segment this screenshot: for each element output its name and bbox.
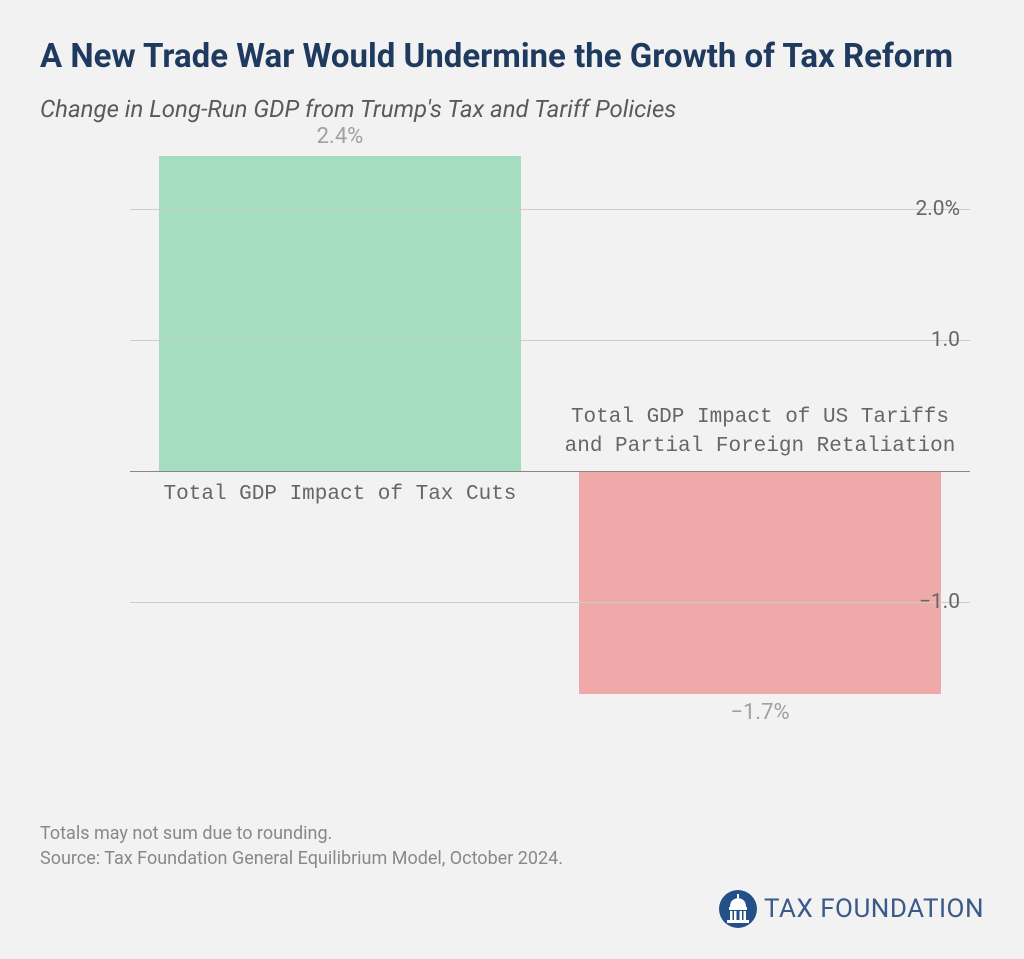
footer-note-2: Source: Tax Foundation General Equilibri… [40, 846, 563, 871]
chart-subtitle: Change in Long-Run GDP from Trump's Tax … [40, 95, 984, 123]
y-axis-label: 2.0% [915, 197, 960, 221]
grid-line [130, 340, 970, 341]
grid-line [130, 209, 970, 210]
bar-value-label: −1.7% [579, 700, 940, 725]
y-axis-label: −1.0 [919, 590, 960, 614]
capitol-icon [718, 889, 758, 929]
bar-category-label: Total GDP Impact of US Tariffs and Parti… [554, 404, 966, 461]
chart-title: A New Trade War Would Undermine the Grow… [40, 36, 984, 77]
grid-line [130, 602, 970, 603]
logo-text: TAX FOUNDATION [764, 894, 984, 924]
bar-value-label: 2.4% [159, 124, 520, 149]
footer-note-1: Totals may not sum due to rounding. [40, 821, 563, 846]
zero-line [130, 471, 970, 472]
logo: TAX FOUNDATION [718, 889, 984, 929]
chart-container: A New Trade War Would Undermine the Grow… [0, 0, 1024, 959]
y-axis-label: 1.0 [931, 328, 960, 352]
bar [579, 471, 940, 694]
bar [159, 156, 520, 471]
bars-area: 2.4%Total GDP Impact of Tax Cuts−1.7%Tot… [130, 143, 970, 733]
footer-notes: Totals may not sum due to rounding. Sour… [40, 821, 563, 871]
bar-category-label: Total GDP Impact of Tax Cuts [134, 481, 546, 509]
plot-area: 2.4%Total GDP Impact of Tax Cuts−1.7%Tot… [40, 143, 970, 733]
